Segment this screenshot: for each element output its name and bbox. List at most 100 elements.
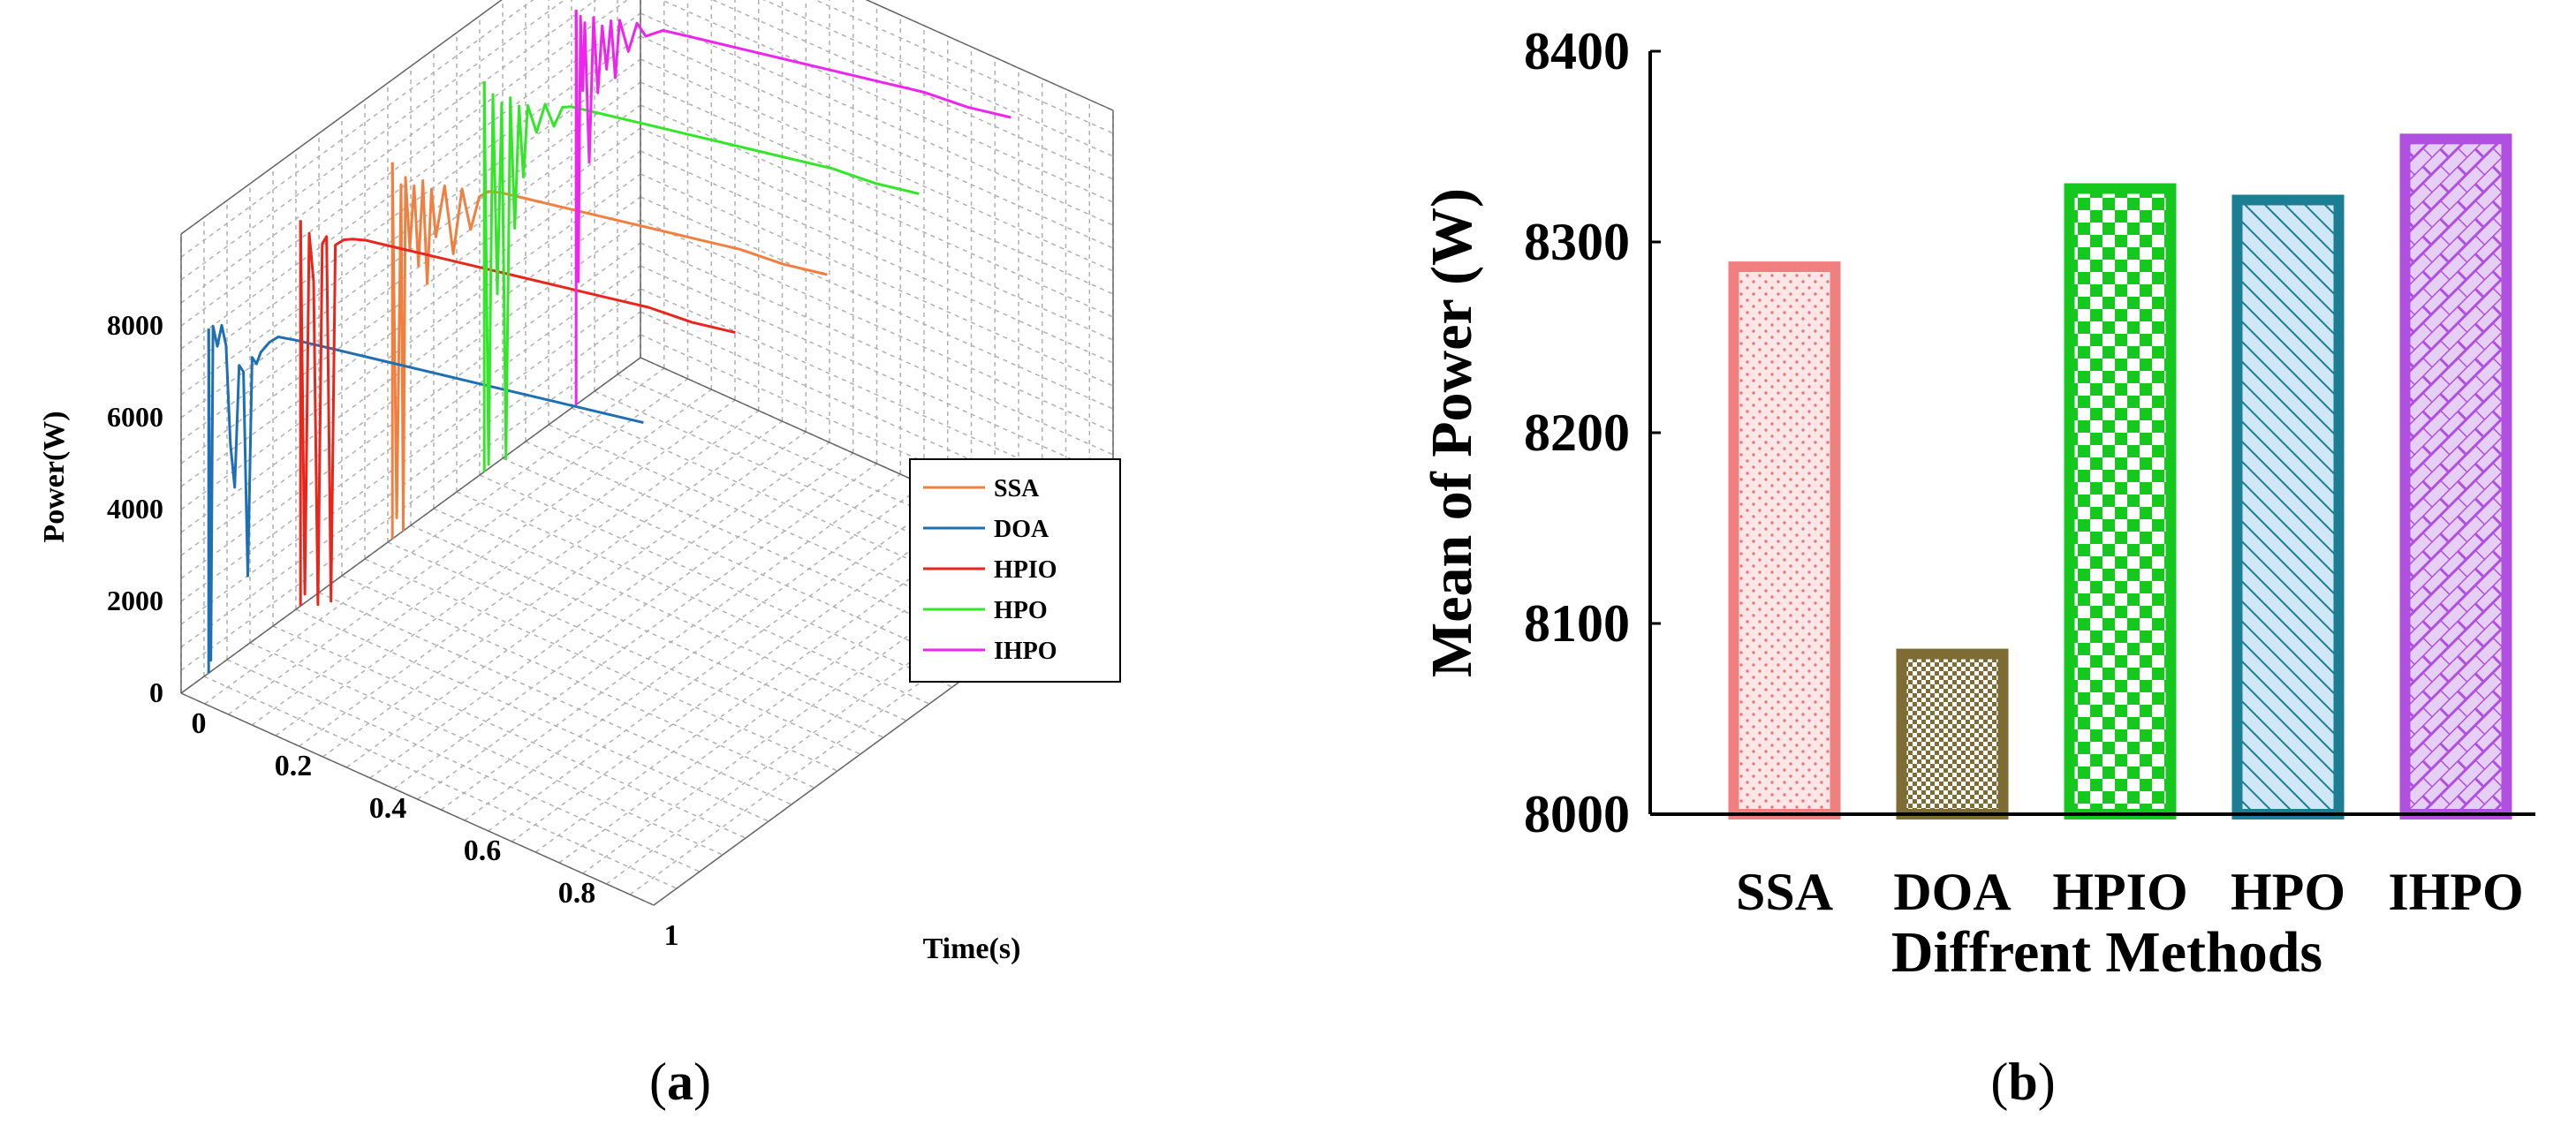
grid-line (180, 219, 641, 556)
grid-line (640, 81, 1114, 295)
y-tick-label: 8300 (1524, 213, 1630, 271)
y-tick-label: 8000 (1524, 785, 1630, 843)
grid-line (640, 242, 1114, 456)
grid-line (640, 35, 1114, 249)
grid-line (180, 242, 641, 579)
grid-line (387, 541, 861, 755)
x-tick-label: 0 (192, 707, 207, 740)
grid-line (180, 104, 641, 442)
grid-line (640, 104, 1114, 318)
grid-line (180, 311, 641, 648)
grid-line (548, 424, 1022, 638)
grid-line (762, 0, 1114, 157)
x-tick-label: 1 (664, 919, 679, 952)
x-tick-label: 0.2 (275, 750, 313, 782)
panel-b-chart: SSA DOA HPIO HPO IHPO 8000 8100 8200 8300 8400 Me… (1420, 22, 2535, 1111)
grid-line (479, 474, 953, 688)
x-tick-label: HPIO (2052, 863, 2187, 921)
x-tick-label: 0.8 (558, 877, 596, 910)
y-tick-label: 8200 (1524, 404, 1630, 462)
grid-line (275, 399, 736, 736)
grid-line (571, 407, 1045, 621)
grid-line (660, 0, 1114, 203)
grid-line (180, 0, 597, 304)
grid-line (433, 508, 907, 721)
panel-b-caption: (b) (1990, 1053, 2055, 1111)
legend-label-ihpo: IHPO (994, 638, 1057, 665)
panel-a-y-axis-label: Power(W) (38, 411, 71, 542)
grid-line (180, 173, 641, 510)
y-tick-label: 4000 (107, 493, 163, 525)
grid-line (345, 431, 807, 768)
grid-line (410, 525, 884, 738)
x-tick-label: HPO (2231, 863, 2345, 921)
panel-a-series (207, 9, 1011, 674)
grid-line (640, 334, 1114, 548)
grid-line (502, 457, 976, 671)
grid-line (295, 608, 769, 822)
grid-line (617, 374, 1091, 587)
grid-line (180, 12, 641, 350)
grid-line (249, 642, 724, 856)
grid-line (558, 526, 1019, 864)
axis-edge (865, 0, 1114, 111)
grid-line (180, 35, 641, 373)
x-tick-label: DOA (1893, 863, 2011, 921)
axis-edge (180, 692, 655, 906)
series-line-ssa (390, 162, 828, 532)
bar-ssa (1728, 261, 1841, 819)
grid-line (640, 288, 1114, 502)
legend-label-hpio: HPIO (994, 556, 1057, 584)
y-tick-label: 8100 (1524, 594, 1630, 653)
axis-edge (180, 0, 503, 235)
grid-line (272, 625, 746, 839)
x-tick-label: IHPO (2388, 863, 2523, 921)
grid-line (534, 516, 996, 853)
panel-b-ticks: SSA DOA HPIO HPO IHPO 8000 8100 8200 8300 8400 (1524, 22, 2524, 921)
x-tick-label: 0.4 (369, 792, 407, 825)
grid-line (640, 265, 1114, 479)
grid-line (180, 150, 641, 487)
panel-a-x-axis-label: Time(s) (923, 933, 1021, 965)
grid-line (180, 265, 641, 602)
grid-line (640, 196, 1114, 410)
panel-b-bars (1728, 133, 2512, 820)
grid-line (640, 150, 1114, 364)
grid-line (322, 420, 783, 758)
grid-line (180, 0, 629, 327)
y-tick-label: 8400 (1524, 22, 1630, 80)
grid-line (640, 311, 1114, 525)
grid-line (180, 288, 641, 625)
panel-b-x-axis-label: Diffrent Methods (1891, 920, 2322, 985)
y-tick-label: 2000 (107, 585, 163, 616)
grid-line (814, 0, 1114, 134)
panel-b-y-axis-label: Mean of Power (W) (1420, 188, 1484, 677)
legend-label-ssa: SSA (994, 475, 1040, 502)
bar-hpo (2231, 194, 2345, 820)
grid-line (180, 334, 641, 671)
axis-edge (180, 357, 641, 694)
grid-line (364, 558, 838, 772)
grid-line (299, 410, 760, 747)
series-line-ihpo (574, 9, 1011, 283)
grid-line (318, 592, 792, 805)
grid-line (594, 390, 1068, 604)
y-tick-label: 0 (149, 676, 163, 708)
grid-line (640, 58, 1114, 272)
panel-a-caption: (a) (649, 1053, 711, 1111)
grid-line (711, 0, 1114, 180)
legend-label-doa: DOA (994, 516, 1049, 543)
grid-line (204, 367, 665, 705)
grid-line (228, 378, 688, 715)
grid-line (640, 12, 1114, 226)
grid-line (180, 0, 534, 258)
legend-label-hpo: HPO (994, 597, 1048, 624)
panel-a-chart: 0 2000 4000 6000 8000 0 0.2 0.4 0.6 0.8 1 Power(W)… (38, 0, 1121, 1111)
series-line-hpio (299, 220, 736, 607)
grid-line (180, 0, 566, 281)
y-tick-label: 8000 (107, 309, 163, 341)
grid-line (341, 575, 815, 789)
x-tick-label: 0.6 (464, 835, 502, 867)
series-line-hpo (482, 81, 920, 466)
panel-a-ticks: 0 2000 4000 6000 8000 0 0.2 0.4 0.6 0.8 1 (107, 309, 679, 952)
